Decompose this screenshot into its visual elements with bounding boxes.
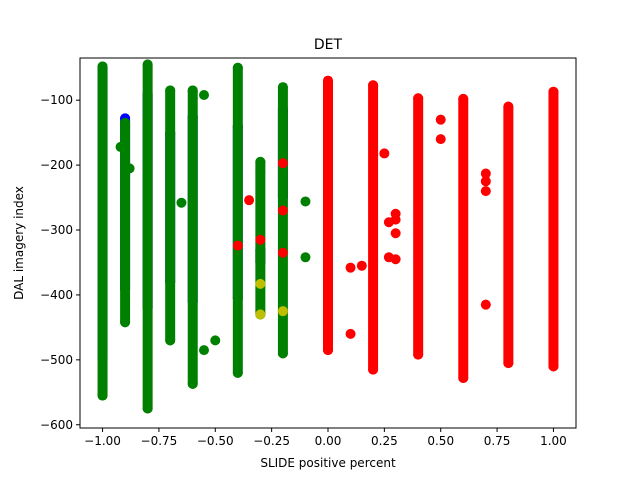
x-axis: −1.00 −0.75 −0.50 −0.25 0.00 0.25 0.50 0.75 1.00 [84, 428, 567, 448]
red-point [480, 186, 491, 197]
y-tick-label: −600 [40, 418, 73, 432]
green-point [165, 335, 176, 346]
green-point [120, 317, 131, 328]
y-axis: −600 −500 −400 −300 −200 −100 [40, 93, 80, 432]
red-point [480, 299, 491, 310]
green-point [120, 117, 131, 128]
x-axis-label: SLIDE positive percent [260, 456, 396, 470]
green-point [142, 403, 153, 414]
red-point [548, 361, 559, 372]
green-point [300, 252, 311, 263]
x-tick-label: −0.50 [197, 434, 234, 448]
plot-area [97, 59, 559, 414]
red-point [458, 93, 469, 104]
red-point [480, 168, 491, 179]
green-point [199, 90, 209, 100]
red-point [413, 93, 424, 104]
red-point [503, 101, 514, 112]
red-point [277, 247, 288, 258]
green-point [277, 82, 288, 93]
x-tick-label: −1.00 [84, 434, 121, 448]
green-point [300, 196, 311, 207]
y-tick-label: −300 [40, 223, 73, 237]
red-point [390, 254, 401, 265]
x-tick-label: −0.75 [141, 434, 178, 448]
red-point [368, 364, 379, 375]
green-point [255, 166, 266, 177]
x-tick-label: 0.25 [371, 434, 398, 448]
green-point [187, 86, 198, 97]
y-axis-label: DAL imagery index [12, 186, 26, 300]
green-point [277, 348, 288, 359]
red-point [323, 75, 333, 86]
red-point [435, 134, 446, 145]
yellow-point [277, 306, 288, 317]
red-point [503, 358, 514, 369]
y-tick-label: −200 [40, 158, 73, 172]
green-point [165, 85, 176, 96]
red-point [379, 148, 390, 159]
y-tick-label: −100 [40, 93, 73, 107]
red-point [345, 328, 356, 339]
red-series [232, 75, 559, 384]
red-point [435, 114, 446, 125]
x-tick-label: 0.75 [484, 434, 511, 448]
red-point [368, 80, 379, 91]
red-point [480, 176, 491, 187]
x-tick-label: 0.00 [315, 434, 342, 448]
red-point [548, 86, 559, 97]
green-point [115, 141, 126, 152]
red-point [458, 373, 469, 384]
red-point [413, 349, 424, 360]
red-point [323, 345, 333, 356]
x-tick-label: 1.00 [540, 434, 567, 448]
red-point [390, 214, 401, 225]
x-tick-label: 0.50 [427, 434, 454, 448]
yellow-point [255, 278, 266, 289]
green-point [232, 367, 243, 378]
yellow-point [255, 309, 266, 320]
green-point [97, 61, 108, 72]
red-point [345, 262, 356, 273]
red-point [244, 195, 255, 206]
yellow-series [255, 278, 288, 320]
red-point [390, 228, 401, 239]
green-point [97, 390, 108, 401]
y-tick-label: −400 [40, 288, 73, 302]
green-point [124, 163, 135, 174]
green-point [142, 59, 153, 70]
y-tick-label: −500 [40, 353, 73, 367]
green-point [255, 156, 266, 167]
red-point [232, 240, 243, 251]
green-point [176, 197, 187, 208]
green-point [210, 335, 221, 346]
red-point [277, 158, 288, 169]
green-point [232, 62, 243, 73]
red-point [356, 260, 367, 271]
red-point [277, 205, 288, 216]
green-point [187, 378, 198, 389]
green-point [199, 345, 209, 356]
red-point [255, 234, 266, 245]
chart-title: DET [314, 37, 343, 53]
x-tick-label: −0.25 [253, 434, 290, 448]
